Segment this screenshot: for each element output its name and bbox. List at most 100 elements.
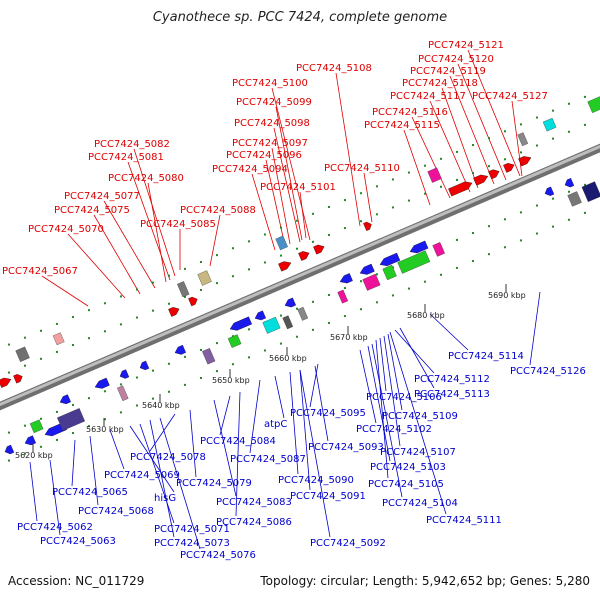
gene-label-reverse[interactable]: PCC7424_5107 [380,447,456,458]
feature-box[interactable] [427,167,442,183]
gene-arrow[interactable] [358,263,375,277]
gene-label-reverse[interactable]: PCC7424_5086 [216,517,292,528]
gene-arrow[interactable] [338,273,353,285]
gene-label-reverse[interactable]: PCC7424_5112 [414,374,490,385]
gene-arrow[interactable] [563,178,575,189]
feature-box[interactable] [52,332,65,346]
gene-label-reverse[interactable]: PCC7424_5065 [52,487,128,498]
gene-arrow[interactable] [278,259,292,272]
gene-label-forward[interactable]: PCC7424_5096 [226,150,302,161]
gene-label-reverse[interactable]: PCC7424_5076 [180,550,256,561]
feature-box[interactable] [432,242,445,257]
gene-label-reverse[interactable]: PCC7424_5093 [308,442,384,453]
gene-label-reverse[interactable]: PCC7424_5073 [154,538,230,549]
gene-label-reverse[interactable]: PCC7424_5104 [382,498,458,509]
gene-label-forward[interactable]: PCC7424_5115 [364,120,440,131]
gene-arrow[interactable] [168,305,180,317]
gene-arrow[interactable] [298,249,310,261]
feature-box[interactable] [581,181,600,202]
gene-label-forward[interactable]: PCC7424_5094 [212,164,288,175]
feature-box[interactable] [197,270,212,286]
gene-label-forward[interactable]: PCC7424_5116 [372,107,448,118]
gene-label-forward[interactable]: PCC7424_5127 [472,91,548,102]
feature-box[interactable] [297,306,309,321]
gene-label-forward[interactable]: PCC7424_5108 [296,63,372,74]
gene-label-reverse[interactable]: PCC7424_5114 [448,351,524,362]
feature-box[interactable] [542,117,557,132]
gene-arrow[interactable] [23,435,36,447]
gene-label-reverse[interactable]: PCC7424_5078 [130,452,206,463]
gene-label-reverse[interactable]: PCC7424_5106 [366,392,442,403]
gene-arrow[interactable] [488,168,500,180]
gene-label-forward[interactable]: PCC7424_5088 [180,205,256,216]
gene-label-reverse[interactable]: hisG [154,493,176,504]
gene-arrow[interactable] [253,310,266,322]
gene-arrow[interactable] [313,243,325,255]
gene-label-reverse[interactable]: atpC [264,419,287,430]
feature-box[interactable] [275,235,288,251]
feature-box[interactable] [117,385,129,402]
feature-box[interactable] [15,346,30,362]
gene-label-forward[interactable]: PCC7424_5121 [428,40,504,51]
gene-label-forward[interactable]: PCC7424_5081 [88,152,164,163]
feature-box[interactable] [262,316,281,334]
feature-box[interactable] [567,191,582,207]
gene-label-reverse[interactable]: PCC7424_5068 [78,506,154,517]
gene-label-reverse[interactable]: PCC7424_5084 [200,436,276,447]
feature-box[interactable] [337,289,349,304]
gene-arrow[interactable] [448,179,473,197]
gene-label-reverse[interactable]: PCC7424_5062 [17,522,93,533]
gene-arrow[interactable] [3,444,15,456]
gene-label-reverse[interactable]: PCC7424_5087 [230,454,306,465]
feature-box[interactable] [177,281,190,298]
gene-label-forward[interactable]: PCC7424_5100 [232,78,308,89]
gene-label-forward[interactable]: PCC7424_5117 [390,91,466,102]
gene-arrow[interactable] [518,154,532,167]
gene-label-forward[interactable]: PCC7424_5101 [260,182,336,193]
gene-arrow[interactable] [228,316,252,333]
gene-label-reverse[interactable]: PCC7424_5095 [290,408,366,419]
gene-label-forward[interactable]: PCC7424_5077 [64,191,140,202]
gene-label-reverse[interactable]: PCC7424_5083 [216,497,292,508]
gene-label-reverse[interactable]: PCC7424_5092 [310,538,386,549]
gene-label-forward[interactable]: PCC7424_5075 [54,205,130,216]
gene-arrow[interactable] [503,161,515,173]
gene-label-reverse[interactable]: PCC7424_5091 [290,491,366,502]
gene-arrow[interactable] [0,376,13,388]
gene-arrow[interactable] [93,377,110,391]
feature-box[interactable] [57,408,86,431]
gene-label-forward[interactable]: PCC7424_5120 [418,54,494,65]
gene-arrow[interactable] [188,295,199,307]
feature-box[interactable] [227,334,242,348]
gene-label-forward[interactable]: PCC7424_5080 [108,173,184,184]
gene-label-forward[interactable]: PCC7424_5110 [324,163,400,174]
gene-arrow[interactable] [378,252,401,268]
gene-arrow[interactable] [473,173,489,186]
gene-arrow[interactable] [138,360,150,372]
gene-label-forward[interactable]: PCC7424_5070 [28,224,104,235]
gene-label-forward[interactable]: PCC7424_5098 [234,118,310,129]
gene-label-forward[interactable]: PCC7424_5097 [232,138,308,149]
feature-box[interactable] [362,273,381,291]
gene-label-forward[interactable]: PCC7424_5082 [94,139,170,150]
gene-arrow[interactable] [58,394,71,406]
gene-label-forward[interactable]: PCC7424_5099 [236,97,312,108]
gene-label-reverse[interactable]: PCC7424_5109 [382,411,458,422]
feature-box[interactable] [517,132,529,147]
gene-label-forward[interactable]: PCC7424_5119 [410,66,486,77]
gene-arrow[interactable] [543,186,555,198]
gene-label-reverse[interactable]: PCC7424_5079 [176,478,252,489]
feature-box[interactable] [282,315,294,330]
gene-label-reverse[interactable]: PCC7424_5105 [368,479,444,490]
gene-label-forward[interactable]: PCC7424_5067 [2,266,78,277]
gene-label-forward[interactable]: PCC7424_5085 [140,219,216,230]
feature-box[interactable] [587,96,600,114]
gene-arrow[interactable] [173,344,186,356]
gene-arrow[interactable] [363,221,373,231]
feature-box[interactable] [202,348,216,365]
gene-label-forward[interactable]: PCC7424_5118 [402,78,478,89]
gene-label-reverse[interactable]: PCC7424_5126 [510,366,586,377]
gene-label-reverse[interactable]: PCC7424_5113 [414,389,490,400]
gene-label-reverse[interactable]: PCC7424_5069 [104,470,180,481]
